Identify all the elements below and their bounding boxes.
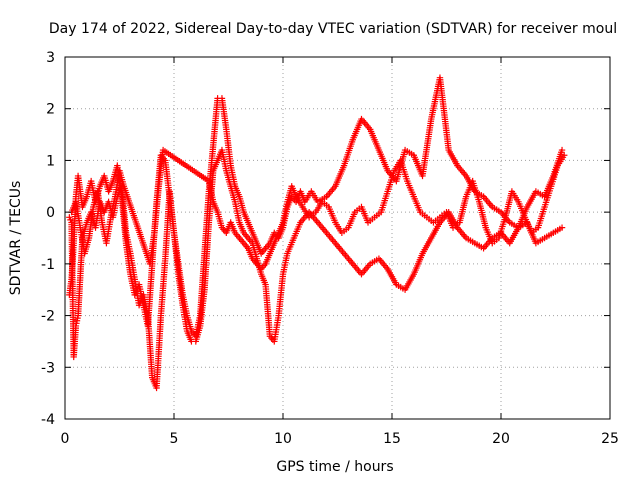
x-tick-label: 15 (383, 431, 401, 447)
x-tick-label: 5 (170, 431, 179, 447)
y-tick-label: -3 (41, 360, 55, 376)
data-point (561, 152, 568, 159)
y-tick-label: 2 (46, 102, 55, 118)
y-tick-label: 0 (46, 205, 55, 221)
series-track-c (68, 146, 568, 273)
grid (65, 57, 610, 419)
y-tick-label: -4 (41, 412, 55, 428)
data-marks (66, 74, 568, 392)
plot-frame (64, 56, 611, 420)
chart-title: Day 174 of 2022, Sidereal Day-to-day VTE… (49, 21, 617, 37)
y-tick-label: 1 (46, 153, 55, 169)
y-tick-label: 3 (46, 50, 55, 66)
series-track-b (66, 146, 566, 392)
x-tick-label: 25 (601, 431, 619, 447)
data-point (558, 224, 566, 231)
x-tick-label: 20 (492, 431, 510, 447)
x-tick-label: 0 (61, 431, 70, 447)
y-tick-label: -1 (41, 257, 55, 273)
x-axis-label: GPS time / hours (276, 459, 393, 475)
y-axis-label: SDTVAR / TECUs (8, 181, 24, 296)
y-tick-label: -2 (41, 309, 55, 325)
data-point (558, 146, 566, 154)
x-tick-label: 10 (274, 431, 292, 447)
